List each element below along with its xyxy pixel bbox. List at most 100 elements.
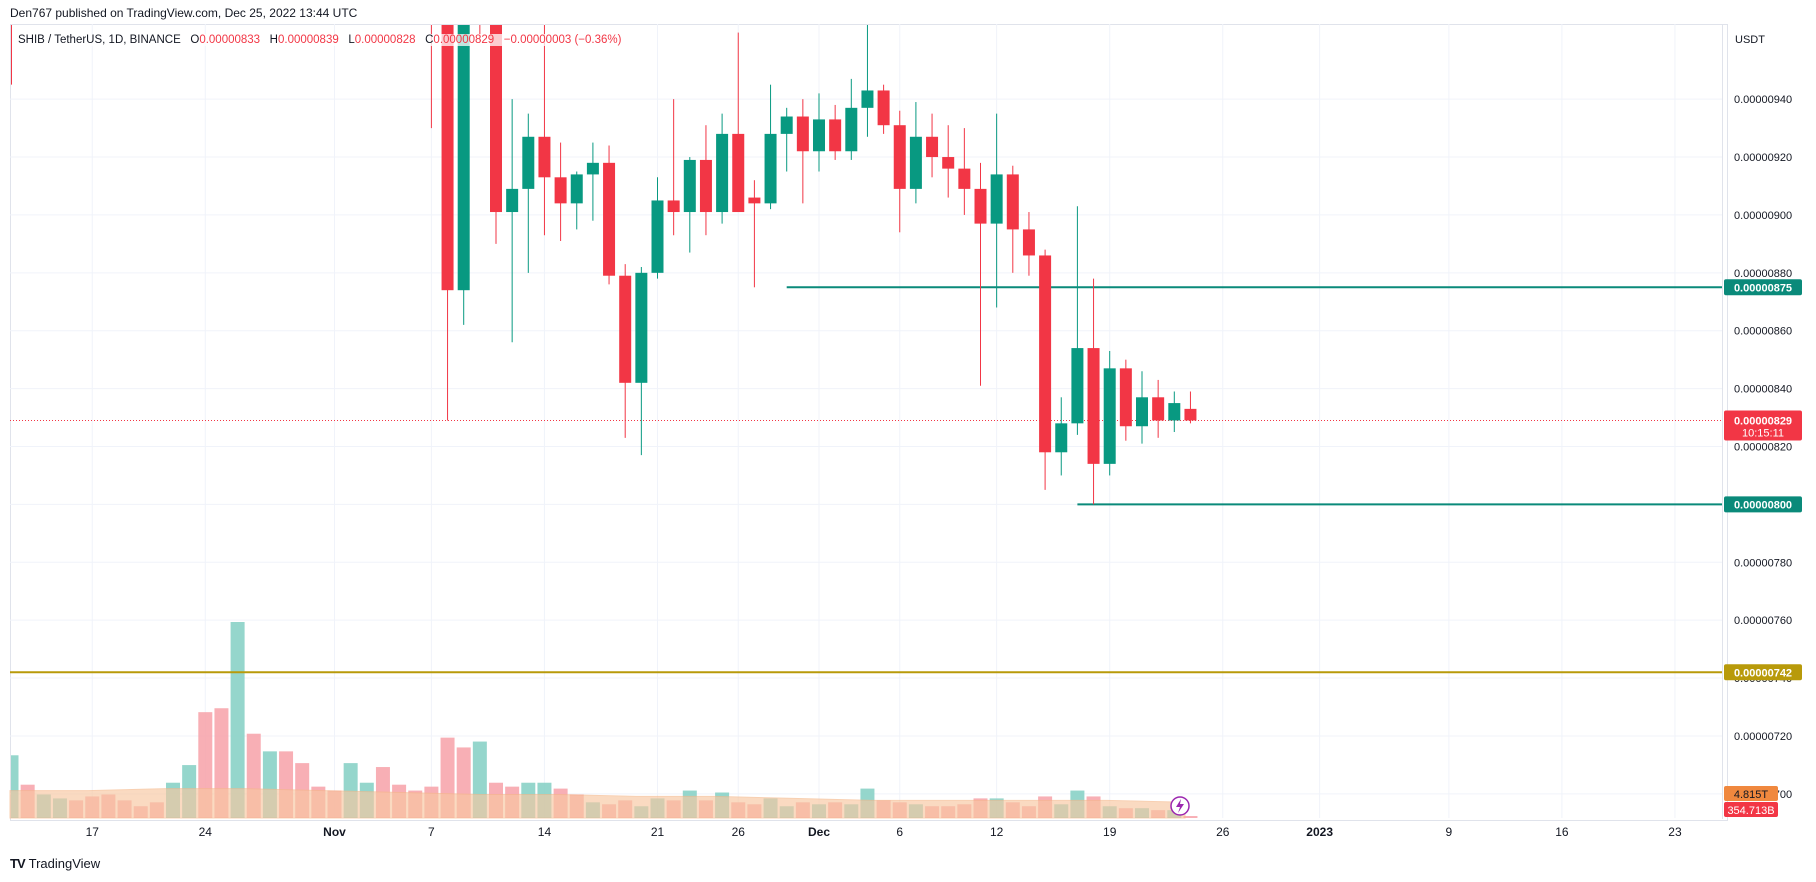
symbol-legend: SHIB / TetherUS, 1D, BINANCE O0.00000833… <box>18 34 622 46</box>
countdown-label: 10:15:11 <box>1742 427 1784 439</box>
level-price-label: 0.00000742 <box>1734 667 1792 679</box>
x-tick-label: 9 <box>1446 825 1453 839</box>
brand-name: TradingView <box>28 856 101 871</box>
y-tick-label: 0.00000880 <box>1734 268 1792 280</box>
x-tick-label: 6 <box>896 825 903 839</box>
level-price-badge <box>1724 664 1802 681</box>
y-tick-label: 0.00000780 <box>1734 557 1792 569</box>
candle-body <box>974 188 987 224</box>
x-tick-label: 14 <box>538 825 552 839</box>
candle-body <box>845 107 858 152</box>
x-tick-label: 19 <box>1103 825 1117 839</box>
candle-body <box>748 197 761 204</box>
candle-body <box>1136 397 1148 427</box>
level-price-badge <box>1724 496 1802 513</box>
y-tick-label: 0.00000720 <box>1734 731 1792 743</box>
candle-body <box>893 125 906 189</box>
volume-ma-badge <box>1724 786 1778 801</box>
lightning-bolt-icon <box>1176 799 1184 813</box>
candle-body <box>796 116 809 152</box>
x-tick-label: 23 <box>1668 825 1682 839</box>
x-tick-label: 21 <box>651 825 665 839</box>
volume-value: 354.713B <box>1727 805 1774 817</box>
y-tick-label: 0.00000900 <box>1734 210 1792 222</box>
publication-info: Den767 published on TradingView.com, Dec… <box>10 6 358 20</box>
candle-body <box>1006 174 1019 230</box>
tv-logo-icon: TV <box>10 856 26 871</box>
candle-body <box>1022 229 1035 256</box>
high-label: H <box>269 34 278 46</box>
x-tick-label: 26 <box>1216 825 1230 839</box>
y-tick-label: 0.00000860 <box>1734 326 1792 338</box>
x-tick-label: Nov <box>323 825 346 839</box>
candle-body <box>603 162 616 276</box>
candle-body <box>942 157 955 169</box>
candle-body <box>457 25 470 291</box>
candle-body <box>1184 408 1197 421</box>
high-value: 0.00000839 <box>277 34 339 46</box>
close-label: C <box>425 34 434 46</box>
open-label: O <box>190 34 200 46</box>
candle-body <box>554 177 567 204</box>
candle-body <box>683 159 696 213</box>
candle-body <box>926 136 939 158</box>
candle-body <box>651 200 664 273</box>
y-tick-label: 0.00000920 <box>1734 152 1792 164</box>
x-tick-label: 26 <box>732 825 746 839</box>
volume-bar <box>230 622 245 818</box>
candle-body <box>1152 397 1165 421</box>
candle-body <box>570 174 583 204</box>
level-price-badge <box>1724 279 1802 296</box>
volume-ma-area <box>9 788 1186 819</box>
candle-body <box>522 136 535 189</box>
candle-body <box>861 90 874 108</box>
x-tick-label: 24 <box>199 825 213 839</box>
candle-body <box>619 275 632 383</box>
volume-ma-value: 4.815T <box>1734 789 1769 801</box>
x-tick-label: 12 <box>990 825 1004 839</box>
candle-body <box>1103 368 1116 464</box>
currency-label: USDT <box>1735 34 1765 46</box>
candle-body <box>813 119 825 152</box>
x-tick-label: 7 <box>428 825 435 839</box>
candle-body <box>667 200 680 213</box>
candle-body <box>1039 255 1052 453</box>
symbol-label: SHIB / TetherUS, 1D, BINANCE <box>18 34 181 46</box>
x-tick-label: 2023 <box>1306 825 1333 839</box>
tradingview-logo[interactable]: TV TradingView <box>10 856 100 871</box>
close-value: 0.00000829 <box>433 34 495 46</box>
open-value: 0.00000833 <box>199 34 261 46</box>
candle-body <box>506 188 519 213</box>
candle-body <box>829 119 842 152</box>
x-tick-label: Dec <box>808 825 830 839</box>
candle-body <box>909 136 922 189</box>
candle-body <box>1087 348 1100 464</box>
level-price-label: 0.00000800 <box>1734 499 1792 511</box>
low-value: 0.00000828 <box>354 34 416 46</box>
candle-body <box>1055 423 1068 453</box>
candle-body <box>732 133 745 213</box>
candle-body <box>441 25 454 291</box>
candle-body <box>635 272 648 383</box>
price-scale[interactable] <box>1722 24 1816 819</box>
candle-body <box>586 162 599 175</box>
y-tick-label: 0.00000820 <box>1734 441 1792 453</box>
candle-body <box>764 133 777 204</box>
candle-body <box>958 168 971 189</box>
x-tick-label: 16 <box>1555 825 1569 839</box>
y-tick-label: 0.00000940 <box>1734 94 1792 106</box>
change-value: −0.00000003 (−0.36%) <box>503 34 622 46</box>
low-label: L <box>348 34 355 46</box>
candle-body <box>780 116 793 134</box>
candle-body <box>1168 403 1181 421</box>
volume-bar <box>1183 816 1198 818</box>
volume-bar <box>11 755 19 818</box>
candle-body <box>716 133 729 213</box>
candle-body <box>877 90 890 126</box>
candle-body <box>1071 348 1084 424</box>
candle-body <box>990 174 1003 224</box>
volume-badge <box>1724 802 1778 817</box>
candle-body <box>538 136 551 178</box>
y-tick-label: 0.00000840 <box>1734 384 1792 396</box>
